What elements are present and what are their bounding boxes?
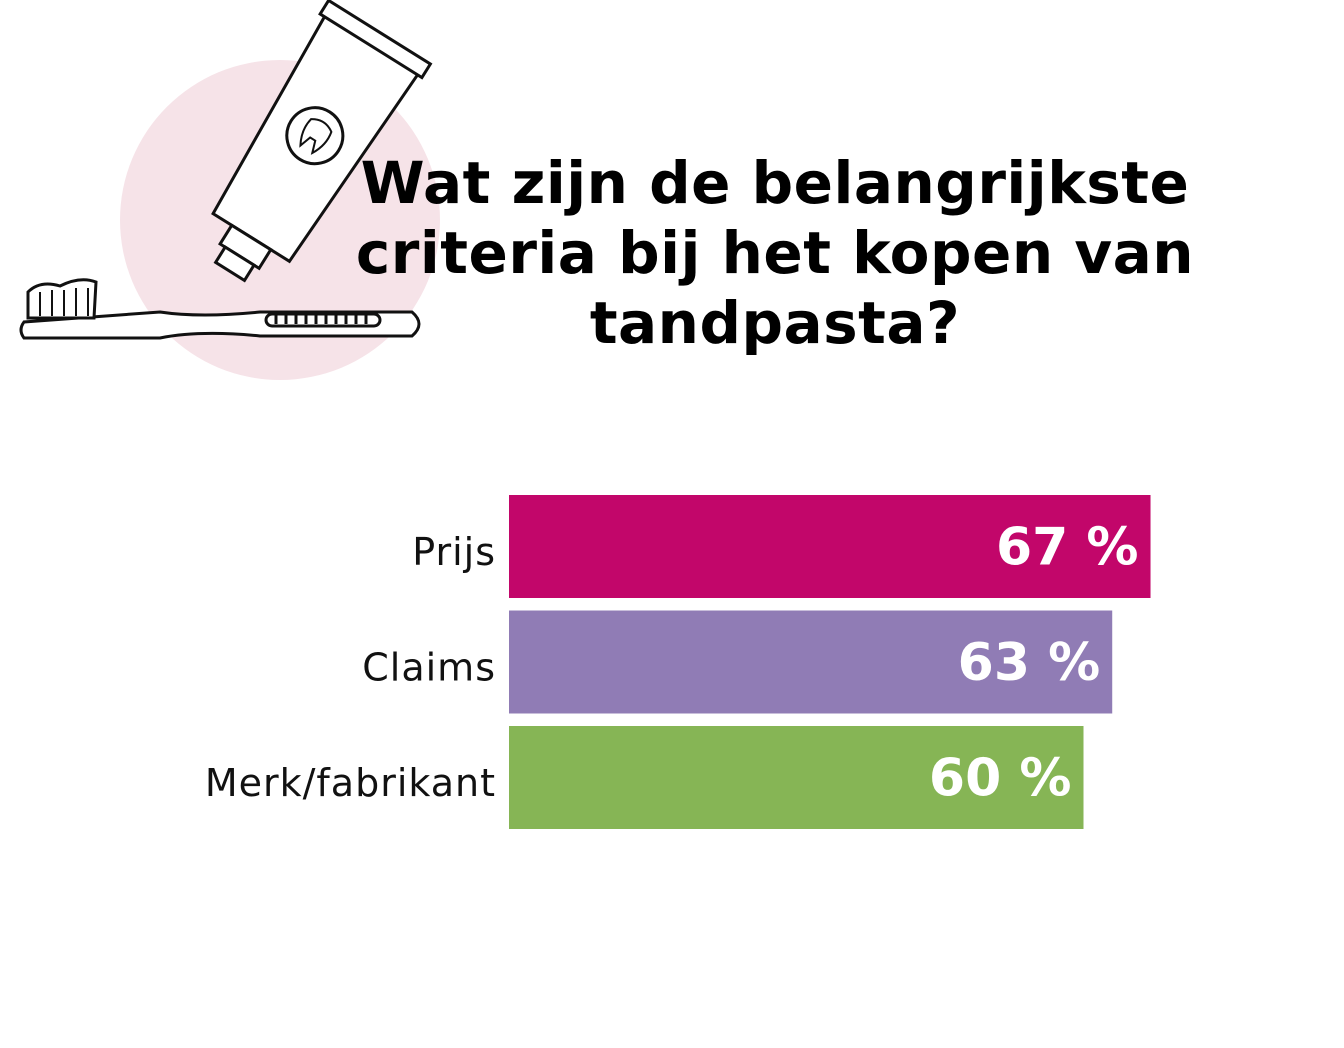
value-label: 67 % xyxy=(996,518,1139,578)
category-label: Prijs xyxy=(412,530,496,574)
value-label: 60 % xyxy=(929,749,1072,809)
bar xyxy=(509,610,1113,714)
category-label: Merk/fabrikant xyxy=(205,761,496,805)
category-label: Claims xyxy=(362,646,496,690)
illustration xyxy=(19,0,440,380)
bar xyxy=(509,726,1084,829)
value-label: 63 % xyxy=(958,633,1101,693)
chart-title: Wat zijn de belangrijkste criteria bij h… xyxy=(355,149,1195,357)
bar xyxy=(509,495,1151,598)
